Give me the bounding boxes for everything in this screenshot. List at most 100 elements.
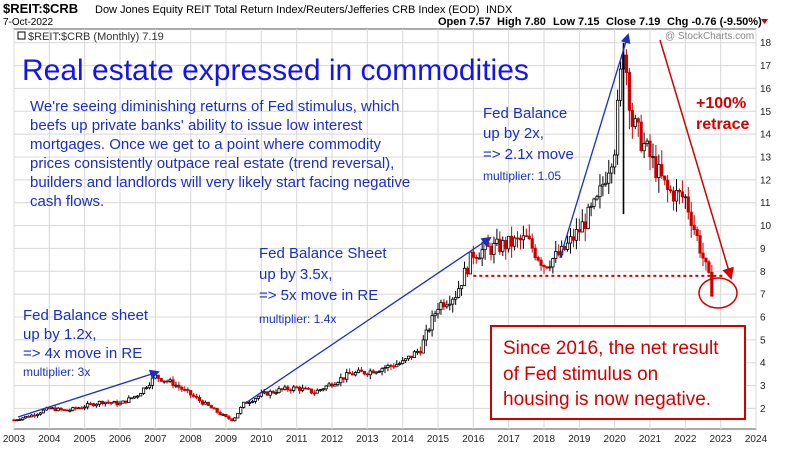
x-tick-label: 2008 xyxy=(180,434,203,445)
candle-body xyxy=(318,389,322,391)
candle-body xyxy=(710,272,714,297)
candle-body xyxy=(442,302,446,308)
candle-body xyxy=(645,140,649,145)
candle-body xyxy=(62,409,66,411)
y-tick-label: 10 xyxy=(760,221,772,232)
candle-body xyxy=(427,329,431,332)
candle-body xyxy=(351,373,355,376)
candle-body xyxy=(242,401,246,408)
candle-body xyxy=(262,391,266,394)
y-tick-label: 14 xyxy=(760,130,772,141)
candle-body xyxy=(333,384,337,387)
candle-body xyxy=(633,118,637,127)
x-tick-label: 2018 xyxy=(533,434,556,445)
candle-body xyxy=(409,355,414,358)
candle-body xyxy=(574,229,578,241)
candle-body xyxy=(577,229,581,233)
candle-body xyxy=(295,386,299,389)
candle-body xyxy=(174,384,178,387)
ohlc-low: Low 7.15 xyxy=(553,16,599,28)
candle-body xyxy=(65,409,69,412)
candle-body xyxy=(459,285,464,290)
candle-body xyxy=(501,240,505,252)
candle-body xyxy=(227,416,231,420)
candle-body xyxy=(380,368,384,372)
ohlc-close: Close 7.19 xyxy=(606,16,660,28)
x-tick-label: 2010 xyxy=(250,434,273,445)
candle-body xyxy=(592,198,596,207)
candle-body xyxy=(395,364,399,368)
retrace-arrow xyxy=(659,39,734,280)
candle-body xyxy=(12,419,16,422)
candle-body xyxy=(268,390,272,396)
candle-body xyxy=(480,249,484,259)
y-axis-ticks: 2 3 4 5 6 7 8 9 10 11 12 13 14 15 16 17 18 xyxy=(760,38,772,415)
x-tick-label: 2020 xyxy=(604,434,627,445)
candle-body xyxy=(342,377,346,380)
note-line: => 5x move in RE xyxy=(259,287,378,304)
candle-body xyxy=(412,351,417,358)
note-line: up by 1.2x, xyxy=(23,326,96,343)
y-tick-label: 5 xyxy=(760,335,766,346)
x-tick-label: 2013 xyxy=(356,434,379,445)
candle-body xyxy=(324,385,328,390)
candle-body xyxy=(542,264,546,268)
candle-body xyxy=(598,185,602,198)
candle-body xyxy=(280,388,284,391)
candle-body xyxy=(707,261,711,273)
candle-body xyxy=(371,370,375,374)
candle-body xyxy=(533,247,537,258)
candle-body xyxy=(256,395,260,399)
paragraph-line: cash flows. xyxy=(30,193,104,210)
candle-body xyxy=(527,235,531,240)
candle-body xyxy=(686,196,690,213)
candle-body xyxy=(636,118,640,123)
candle-body xyxy=(277,388,281,394)
paragraph-line: mortgages. Once we get to a point where … xyxy=(30,136,382,153)
candle-body xyxy=(250,400,255,403)
annotation-note-1: Fed Balance sheet up by 1.2x, => 4x move… xyxy=(23,307,149,379)
candle-body xyxy=(180,386,184,390)
x-tick-label: 2015 xyxy=(427,434,450,445)
candle-body xyxy=(68,409,72,412)
candle-body xyxy=(660,164,664,177)
price-series xyxy=(12,42,714,422)
candle-body xyxy=(286,386,290,391)
y-tick-label: 4 xyxy=(760,358,766,369)
candle-body xyxy=(47,407,51,410)
x-tick-label: 2006 xyxy=(109,434,132,445)
candle-body xyxy=(389,364,393,367)
candle-body xyxy=(510,235,514,247)
candle-body xyxy=(144,387,149,390)
candle-body xyxy=(492,242,496,255)
y-tick-label: 2 xyxy=(760,404,766,415)
candle-body xyxy=(401,360,405,364)
chart-description: Dow Jones Equity REIT Total Return Index… xyxy=(95,4,480,16)
candle-body xyxy=(627,72,631,111)
candle-body xyxy=(586,206,590,229)
candle-body xyxy=(298,386,302,391)
candle-body xyxy=(321,388,325,391)
candle-body xyxy=(221,414,225,416)
candle-body xyxy=(53,407,57,412)
candle-body xyxy=(312,392,316,395)
candle-body xyxy=(704,257,708,263)
candle-body xyxy=(274,392,278,395)
candle-body xyxy=(24,415,28,419)
candle-body xyxy=(88,403,93,405)
candle-body xyxy=(38,412,43,415)
annotation-title: Real estate expressed in commodities xyxy=(22,54,529,87)
candle-body xyxy=(424,329,428,341)
candle-body xyxy=(303,387,308,390)
candle-body xyxy=(430,315,434,331)
candle-body xyxy=(677,189,682,193)
candle-body xyxy=(454,297,458,300)
candle-body xyxy=(212,407,216,410)
candle-body xyxy=(512,237,517,247)
candle-body xyxy=(197,397,202,402)
candle-body xyxy=(539,259,543,266)
candle-body xyxy=(377,371,381,373)
y-tick-label: 11 xyxy=(760,198,771,209)
paragraph-line: We're seeing diminishing returns of Fed … xyxy=(30,98,399,115)
candle-body xyxy=(97,400,101,405)
